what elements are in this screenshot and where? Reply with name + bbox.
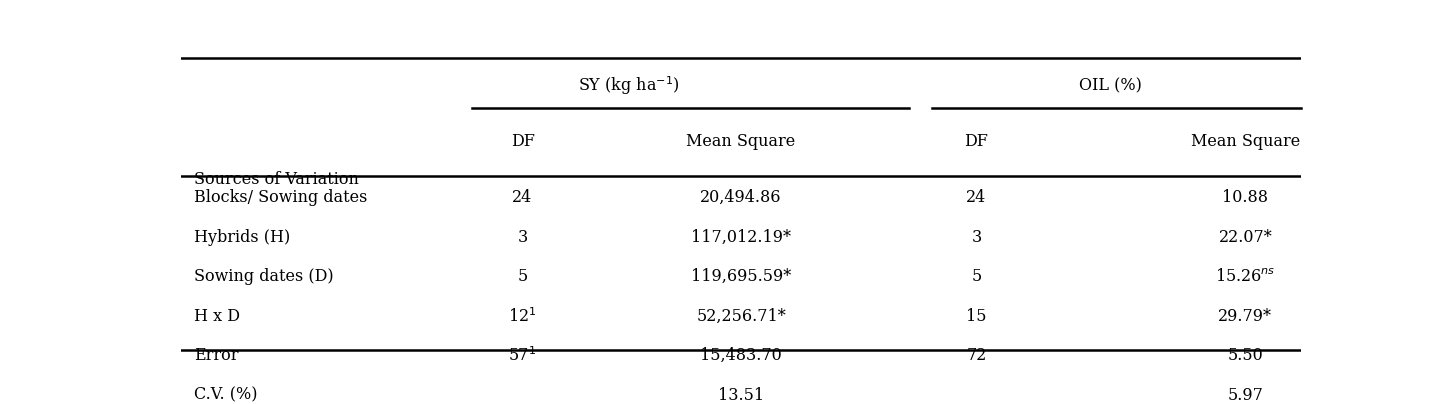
Text: C.V. (%): C.V. (%) xyxy=(194,387,257,404)
Text: 15: 15 xyxy=(966,308,986,325)
Text: 24: 24 xyxy=(966,189,986,206)
Text: 5.50: 5.50 xyxy=(1228,347,1264,364)
Text: 22.07*: 22.07* xyxy=(1219,229,1272,246)
Text: H x D: H x D xyxy=(194,308,240,325)
Text: 57$^1$: 57$^1$ xyxy=(509,347,536,365)
Text: 72: 72 xyxy=(966,347,986,364)
Text: 5: 5 xyxy=(972,268,982,285)
Text: 3: 3 xyxy=(972,229,982,246)
Text: Sources of Variation: Sources of Variation xyxy=(194,170,359,187)
Text: 5.97: 5.97 xyxy=(1228,387,1264,404)
Text: DF: DF xyxy=(964,133,989,150)
Text: Blocks/ Sowing dates: Blocks/ Sowing dates xyxy=(194,189,367,206)
Text: SY (kg ha$^{-1}$): SY (kg ha$^{-1}$) xyxy=(578,74,680,97)
Text: 3: 3 xyxy=(518,229,528,246)
Text: 117,012.19*: 117,012.19* xyxy=(691,229,791,246)
Text: 52,256.71*: 52,256.71* xyxy=(696,308,787,325)
Text: Mean Square: Mean Square xyxy=(1190,133,1300,150)
Text: 13.51: 13.51 xyxy=(719,387,763,404)
Text: Mean Square: Mean Square xyxy=(687,133,795,150)
Text: 20,494.86: 20,494.86 xyxy=(700,189,782,206)
Text: OIL (%): OIL (%) xyxy=(1080,77,1142,94)
Text: 119,695.59*: 119,695.59* xyxy=(691,268,791,285)
Text: 15.26$^{ns}$: 15.26$^{ns}$ xyxy=(1215,268,1275,285)
Text: 24: 24 xyxy=(512,189,532,206)
Text: 15,483.70: 15,483.70 xyxy=(700,347,782,364)
Text: 29.79*: 29.79* xyxy=(1219,308,1272,325)
Text: DF: DF xyxy=(510,133,535,150)
Text: 5: 5 xyxy=(518,268,528,285)
Text: 12$^1$: 12$^1$ xyxy=(509,307,536,326)
Text: 10.88: 10.88 xyxy=(1222,189,1268,206)
Text: Hybrids (H): Hybrids (H) xyxy=(194,229,291,246)
Text: Sowing dates (D): Sowing dates (D) xyxy=(194,268,334,285)
Text: Error: Error xyxy=(194,347,239,364)
